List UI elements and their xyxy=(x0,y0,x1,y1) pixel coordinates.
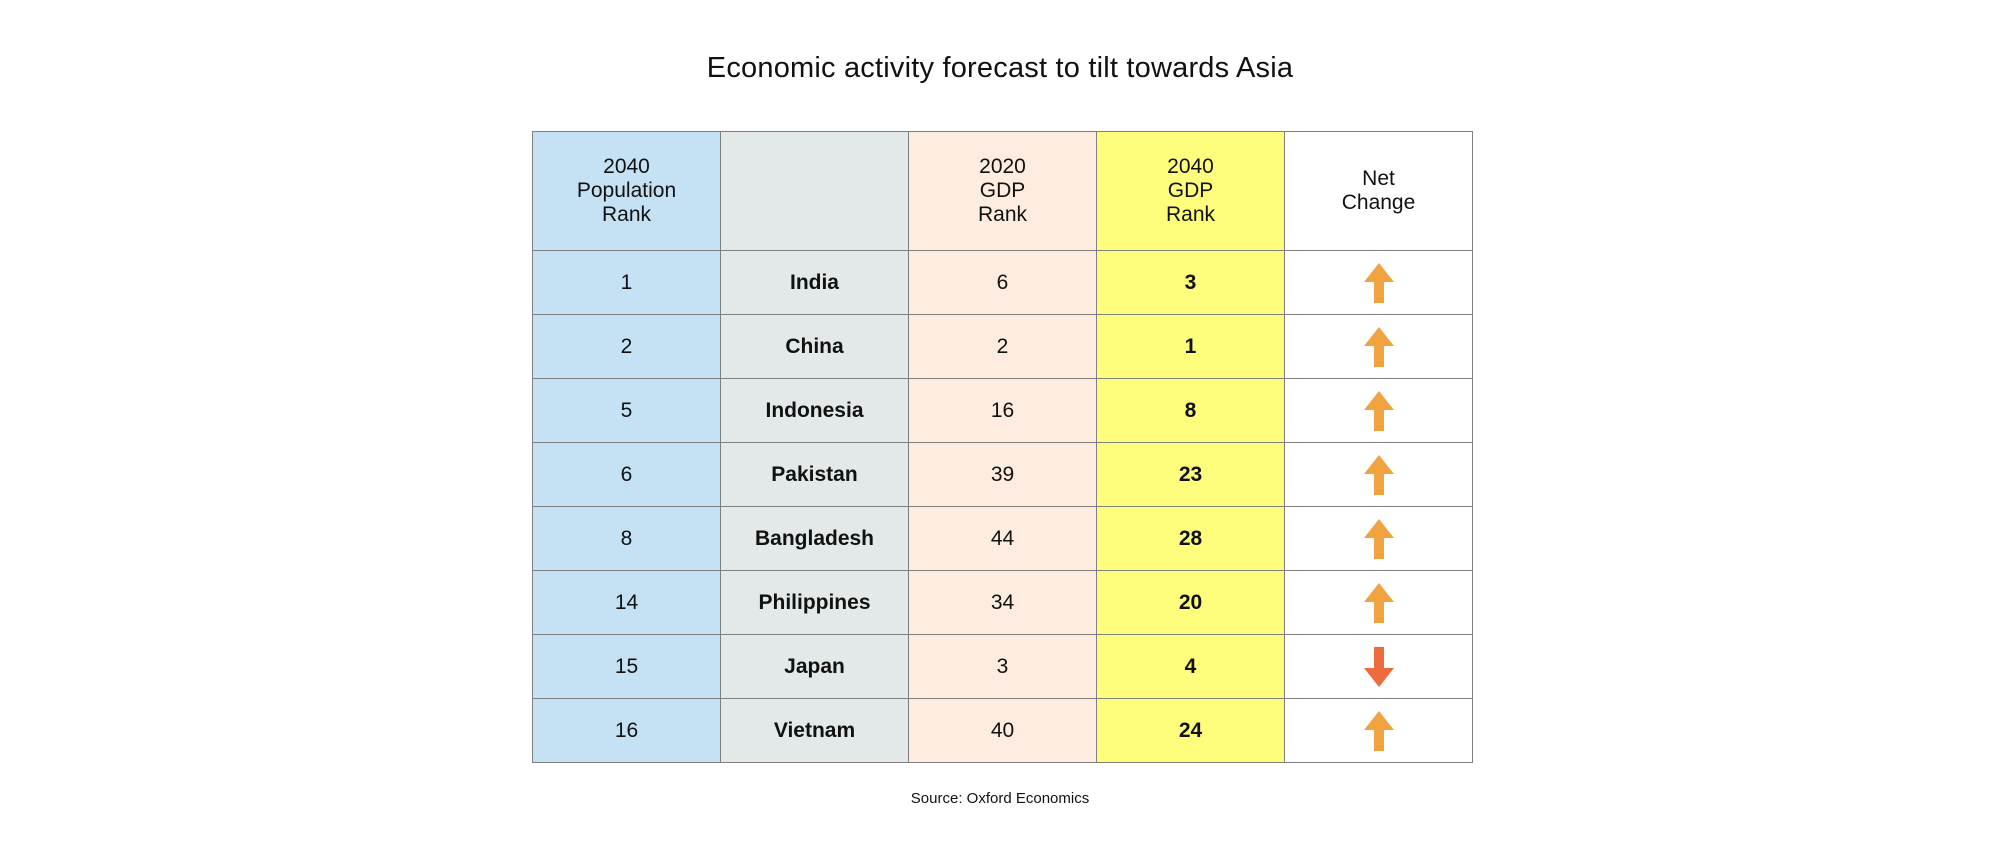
cell-net-change xyxy=(1284,634,1473,699)
cell-country: Vietnam xyxy=(720,698,909,763)
cell-gdp-2040-rank: 23 xyxy=(1096,442,1285,507)
cell-population-rank: 6 xyxy=(532,442,721,507)
header-gdp-2040-rank: 2040 GDP Rank xyxy=(1096,131,1285,251)
cell-country: Japan xyxy=(720,634,909,699)
arrow-up-icon xyxy=(1363,454,1394,495)
cell-population-rank: 15 xyxy=(532,634,721,699)
cell-gdp-2020-rank: 3 xyxy=(908,634,1097,699)
cell-gdp-2040-rank: 28 xyxy=(1096,506,1285,571)
cell-gdp-2040-rank: 3 xyxy=(1096,250,1285,315)
header-gdp-2040-line: 2040 xyxy=(1167,155,1214,178)
arrow-down-icon xyxy=(1363,646,1394,687)
cell-population-rank: 8 xyxy=(532,506,721,571)
cell-population-rank: 1 xyxy=(532,250,721,315)
cell-net-change xyxy=(1284,570,1473,635)
cell-gdp-2040-rank: 8 xyxy=(1096,378,1285,443)
header-row: 2040 Population Rank 2020 GDP Rank 2040 … xyxy=(532,131,1473,251)
cell-gdp-2040-rank: 4 xyxy=(1096,634,1285,699)
arrow-up-icon xyxy=(1363,518,1394,559)
cell-gdp-2020-rank: 39 xyxy=(908,442,1097,507)
header-gdp-2020-line: Rank xyxy=(977,203,1028,226)
header-gdp-2020-line: GDP xyxy=(979,179,1026,202)
cell-gdp-2020-rank: 40 xyxy=(908,698,1097,763)
table-row: 5 Indonesia 16 8 xyxy=(532,378,1473,443)
cell-population-rank: 2 xyxy=(532,314,721,379)
cell-gdp-2020-rank: 6 xyxy=(908,250,1097,315)
cell-population-rank: 16 xyxy=(532,698,721,763)
header-net-change-line: Net xyxy=(1362,167,1395,190)
cell-country: Pakistan xyxy=(720,442,909,507)
cell-net-change xyxy=(1284,442,1473,507)
table-row: 14 Philippines 34 20 xyxy=(532,570,1473,635)
cell-gdp-2040-rank: 20 xyxy=(1096,570,1285,635)
cell-net-change xyxy=(1284,378,1473,443)
cell-net-change xyxy=(1284,314,1473,379)
header-net-change-line: Change xyxy=(1341,191,1416,214)
arrow-up-icon xyxy=(1363,582,1394,623)
cell-country: Bangladesh xyxy=(720,506,909,571)
cell-gdp-2020-rank: 2 xyxy=(908,314,1097,379)
table-row: 2 China 2 1 xyxy=(532,314,1473,379)
arrow-up-icon xyxy=(1363,390,1394,431)
arrow-up-icon xyxy=(1363,262,1394,303)
header-population-rank-line: Rank xyxy=(601,203,652,226)
rank-table: 2040 Population Rank 2020 GDP Rank 2040 … xyxy=(532,131,1473,763)
cell-gdp-2040-rank: 1 xyxy=(1096,314,1285,379)
header-net-change: Net Change xyxy=(1284,131,1473,251)
cell-gdp-2020-rank: 16 xyxy=(908,378,1097,443)
cell-population-rank: 5 xyxy=(532,378,721,443)
cell-population-rank: 14 xyxy=(532,570,721,635)
header-country xyxy=(720,131,909,251)
cell-net-change xyxy=(1284,698,1473,763)
table-row: 15 Japan 3 4 xyxy=(532,634,1473,699)
header-population-rank: 2040 Population Rank xyxy=(532,131,721,251)
chart-title: Economic activity forecast to tilt towar… xyxy=(706,52,1294,84)
cell-country: India xyxy=(720,250,909,315)
header-population-rank-line: Population xyxy=(576,179,677,202)
cell-country: Philippines xyxy=(720,570,909,635)
header-gdp-2020-rank: 2020 GDP Rank xyxy=(908,131,1097,251)
table-row: 1 India 6 3 xyxy=(532,250,1473,315)
cell-gdp-2020-rank: 34 xyxy=(908,570,1097,635)
cell-country: Indonesia xyxy=(720,378,909,443)
cell-net-change xyxy=(1284,506,1473,571)
header-gdp-2040-line: GDP xyxy=(1167,179,1214,202)
table-row: 6 Pakistan 39 23 xyxy=(532,442,1473,507)
table-body: 1 India 6 3 2 China 2 1 5 Indonesia 16 8 6 Pakistan 39… xyxy=(532,250,1473,763)
arrow-up-icon xyxy=(1363,710,1394,751)
table-row: 8 Bangladesh 44 28 xyxy=(532,506,1473,571)
cell-gdp-2040-rank: 24 xyxy=(1096,698,1285,763)
table-row: 16 Vietnam 40 24 xyxy=(532,698,1473,763)
header-gdp-2040-line: Rank xyxy=(1165,203,1216,226)
arrow-up-icon xyxy=(1363,326,1394,367)
cell-country: China xyxy=(720,314,909,379)
cell-gdp-2020-rank: 44 xyxy=(908,506,1097,571)
cell-net-change xyxy=(1284,250,1473,315)
header-gdp-2020-line: 2020 xyxy=(979,155,1026,178)
header-population-rank-line: 2040 xyxy=(603,155,650,178)
source-note: Source: Oxford Economics xyxy=(910,790,1090,807)
